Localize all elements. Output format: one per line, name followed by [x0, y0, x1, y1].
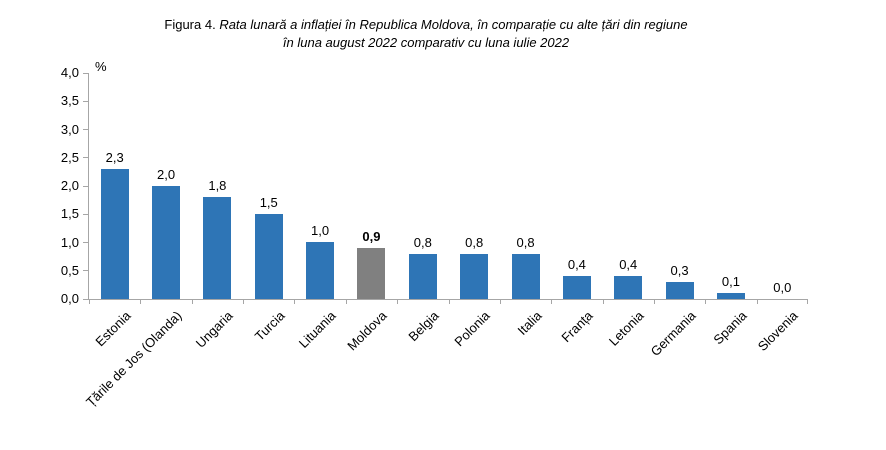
value-label-polonia: 0,8	[465, 235, 484, 250]
x-axis-tick	[807, 299, 808, 304]
plot-area: % 0,0 0,5 1,0 1,5 2,0 2,5 3,0 3,5 4,0 2,3 Estonia 2…	[61, 59, 808, 410]
x-axis-tick	[448, 299, 450, 304]
value-label-moldova: 0,9	[362, 229, 381, 244]
x-axis-tick	[294, 299, 296, 304]
bar-germania	[665, 282, 694, 299]
bar-lituania	[306, 242, 335, 299]
bar-belgia	[408, 254, 437, 299]
y-axis-tick	[83, 298, 88, 300]
x-axis-tick	[653, 299, 655, 304]
value-label-franta: 0,4	[567, 257, 586, 272]
y-axis-tick	[83, 100, 88, 102]
x-axis-tick	[345, 299, 347, 304]
y-axis-tick	[83, 157, 88, 159]
value-label-spania: 0,1	[721, 274, 740, 289]
y-axis-tick-label: 2,0	[60, 178, 79, 193]
x-axis-tick	[191, 299, 193, 304]
y-axis-tick	[83, 72, 88, 74]
x-axis-tick	[89, 299, 90, 304]
bar-estonia	[100, 169, 129, 299]
value-label-germania: 0,3	[670, 263, 689, 278]
bar-moldova	[357, 248, 386, 299]
bar-franta	[562, 276, 591, 299]
y-axis-tick-label: 0,5	[60, 262, 79, 278]
bar-letonia	[614, 276, 643, 299]
y-axis-tick	[83, 213, 88, 215]
value-label-letonia: 0,4	[619, 257, 638, 272]
y-axis-tick	[83, 270, 88, 272]
x-axis-tick	[602, 299, 604, 304]
value-label-ungaria: 1,8	[208, 178, 227, 193]
y-axis-tick	[83, 242, 88, 243]
x-axis-tick	[397, 299, 399, 304]
bar-spania	[716, 293, 745, 299]
y-axis-tick-label: 2,5	[60, 149, 79, 165]
x-axis-tick	[705, 299, 707, 304]
y-axis-tick	[83, 185, 88, 187]
bar-polonia	[460, 254, 489, 299]
value-label-belgia: 0,8	[413, 235, 432, 250]
value-label-slovenia: 0,0	[773, 280, 792, 295]
y-axis-unit-label: %	[95, 59, 107, 74]
y-axis-tick-label: 3,5	[60, 93, 79, 109]
y-axis-tick-label: 1,0	[60, 234, 79, 250]
value-label-italia: 0,8	[516, 235, 535, 250]
bar-ungaria	[203, 197, 232, 299]
chart-title-main: Rata lunară a inflației în Republica Mol…	[219, 17, 688, 32]
value-label-lituania: 1,0	[311, 223, 330, 238]
value-label-tarile-de-jos-olanda: 2,0	[156, 167, 176, 182]
chart-title-line1: Figura 4. Rata lunară a inflației în Rep…	[0, 16, 852, 34]
x-axis-tick	[551, 299, 553, 304]
x-axis-tick	[243, 299, 245, 304]
y-axis-tick	[83, 129, 88, 130]
value-label-estonia: 2,3	[105, 150, 124, 165]
x-axis-tick	[499, 299, 501, 304]
x-axis-tick	[140, 299, 142, 304]
x-axis-tick	[756, 299, 758, 304]
chart-title: Figura 4. Rata lunară a inflației în Rep…	[0, 16, 852, 52]
bar-turcia	[254, 214, 283, 299]
y-axis-tick-label: 4,0	[60, 65, 79, 80]
chart-title-line2: în luna august 2022 comparativ cu luna i…	[282, 35, 570, 50]
y-axis-tick-label: 3,0	[60, 121, 79, 137]
value-label-turcia: 1,5	[259, 195, 278, 210]
y-axis-tick-label: 0,0	[60, 291, 79, 306]
bar-tarile-de-jos-olanda	[152, 186, 181, 299]
chart-title-prefix: Figura 4.	[164, 17, 220, 32]
y-axis-tick-label: 1,5	[60, 206, 79, 222]
bar-italia	[511, 254, 540, 299]
